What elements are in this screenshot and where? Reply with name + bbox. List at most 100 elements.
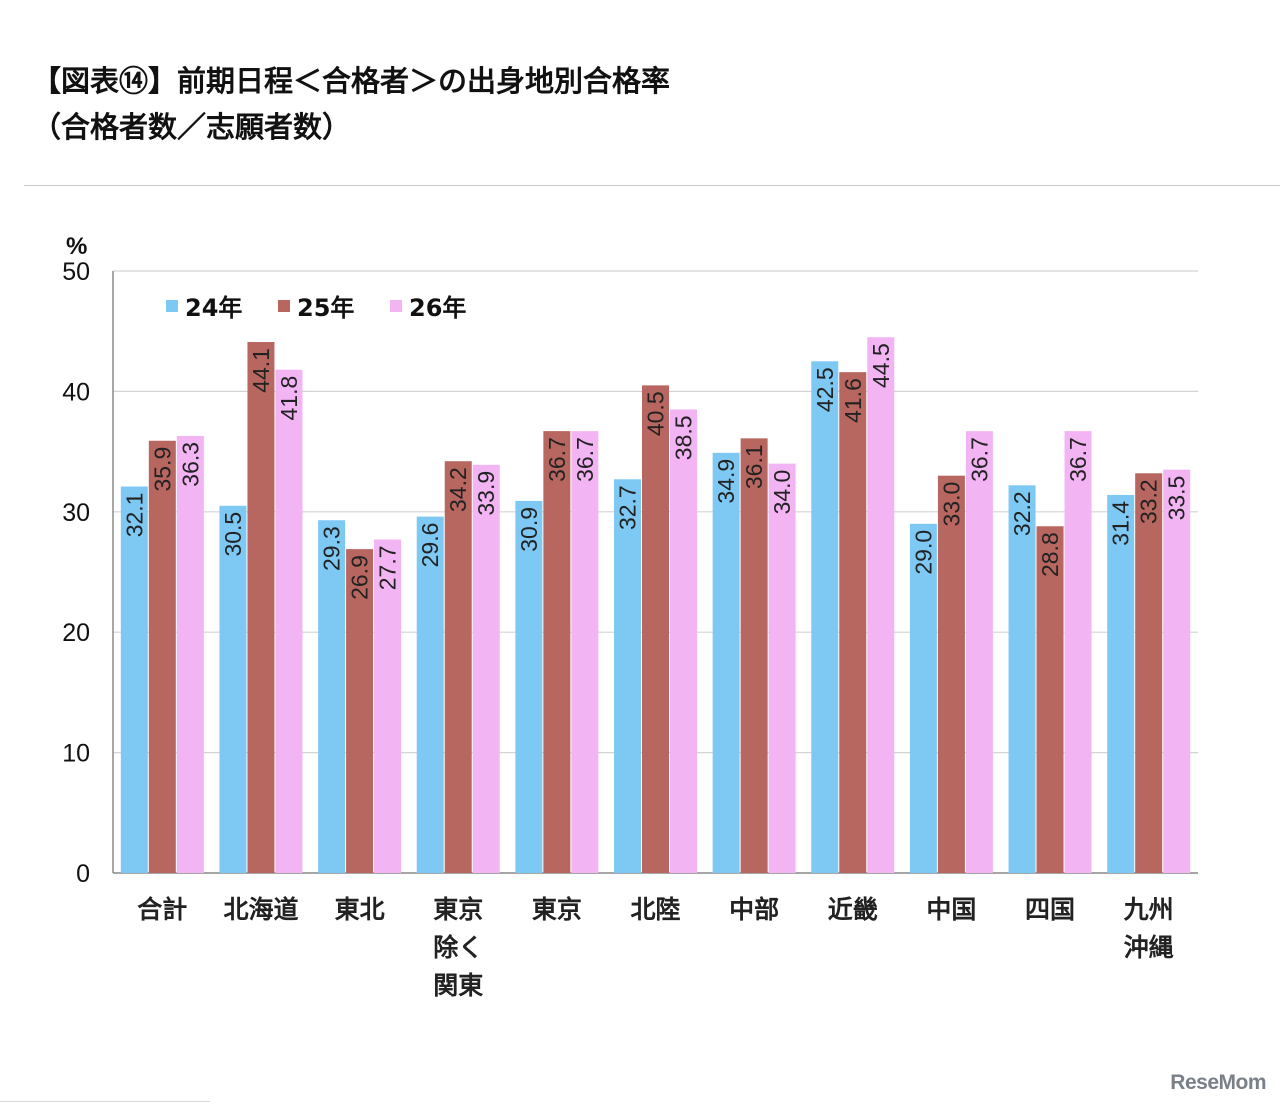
data-label: 36.7 — [572, 437, 598, 482]
bar-24年-3 — [416, 516, 444, 873]
x-tick-label: 北海道 — [223, 895, 298, 924]
bar-26年-9 — [1064, 431, 1092, 873]
data-label: 32.1 — [121, 493, 147, 538]
footer-rule — [0, 1101, 210, 1102]
data-label: 27.7 — [375, 545, 401, 590]
data-label: 33.9 — [473, 471, 499, 516]
bar-24年-7 — [811, 361, 839, 873]
bar-24年-1 — [219, 505, 247, 873]
bar-24年-0 — [120, 486, 148, 873]
bar-26年-0 — [176, 435, 204, 873]
bar-26年-2 — [374, 539, 402, 873]
data-label: 29.3 — [319, 526, 345, 571]
x-tick-label: 関東 — [433, 971, 483, 1000]
bar-26年-5 — [670, 409, 697, 873]
data-label: 41.8 — [276, 376, 302, 421]
bar-26年-10 — [1163, 469, 1191, 873]
data-label: 26.9 — [347, 555, 373, 600]
data-label: 34.2 — [445, 467, 471, 512]
bar-26年-1 — [275, 369, 303, 873]
bar-25年-4 — [543, 431, 571, 873]
legend-swatch-25年 — [278, 300, 290, 312]
legend-label: 25年 — [297, 294, 354, 322]
data-label: 34.0 — [769, 470, 795, 515]
data-label: 32.7 — [615, 485, 641, 530]
title-divider — [24, 185, 1280, 186]
data-label: 32.2 — [1009, 491, 1035, 536]
bar-24年-10 — [1107, 494, 1135, 873]
x-tick-label: 近畿 — [828, 895, 878, 924]
x-tick-label: 東京 — [532, 895, 582, 924]
bar-25年-5 — [642, 385, 669, 873]
data-label: 36.7 — [544, 437, 570, 482]
data-label: 44.5 — [868, 343, 894, 388]
bar-26年-8 — [965, 431, 993, 873]
resemom-logo: ReseMom — [1170, 1071, 1266, 1094]
bar-25年-6 — [740, 438, 768, 873]
bar-24年-9 — [1008, 485, 1036, 873]
data-label: 35.9 — [149, 447, 175, 492]
bar-25年-9 — [1036, 526, 1064, 873]
chart-title-line-1: 【図表⑭】前期日程＜合格者＞の出身地別合格率 — [32, 64, 671, 98]
x-tick-label: 四国 — [1025, 895, 1075, 924]
x-tick-label: 合計 — [137, 895, 187, 924]
bar-26年-3 — [472, 464, 500, 873]
y-tick-label: 30 — [62, 499, 90, 527]
bar-25年-1 — [247, 342, 275, 873]
bar-25年-3 — [444, 461, 472, 873]
data-label: 36.7 — [966, 437, 992, 482]
x-tick-label: 中部 — [729, 895, 779, 924]
data-label: 31.4 — [1108, 501, 1134, 546]
data-label: 36.7 — [1065, 437, 1091, 482]
data-label: 34.9 — [713, 459, 739, 504]
chart-title-line-2: （合格者数／志願者数） — [32, 110, 352, 144]
data-label: 28.8 — [1037, 532, 1063, 577]
bar-25年-7 — [839, 372, 867, 873]
data-label: 33.0 — [938, 482, 964, 527]
bar-24年-6 — [712, 452, 740, 873]
y-tick-label: 20 — [62, 619, 90, 647]
data-label: 33.5 — [1164, 476, 1190, 521]
legend-label: 24年 — [185, 294, 242, 322]
x-tick-label: 沖縄 — [1124, 933, 1174, 962]
data-label: 29.0 — [910, 530, 936, 575]
x-tick-label: 東北 — [335, 895, 385, 924]
bar-24年-4 — [515, 500, 543, 873]
bar-26年-7 — [867, 337, 895, 874]
bar-25年-8 — [937, 475, 965, 873]
data-label: 40.5 — [643, 391, 669, 436]
bar-24年-2 — [318, 520, 346, 873]
y-tick-label: 10 — [62, 740, 90, 768]
data-label: 38.5 — [671, 415, 697, 460]
y-tick-label: 40 — [62, 378, 90, 406]
y-tick-label: 0 — [76, 860, 90, 888]
chart-title: 【図表⑭】前期日程＜合格者＞の出身地別合格率 （合格者数／志願者数） — [32, 58, 670, 150]
data-label: 29.6 — [417, 523, 443, 568]
data-label: 36.3 — [177, 442, 203, 487]
bar-25年-0 — [148, 440, 176, 873]
data-label: 42.5 — [812, 367, 838, 412]
bar-26年-6 — [768, 463, 796, 873]
data-label: 36.1 — [741, 444, 767, 489]
bar-25年-2 — [346, 549, 374, 873]
data-label: 44.1 — [248, 348, 274, 393]
x-tick-label: 東京 — [433, 895, 483, 924]
bar-24年-5 — [614, 479, 641, 873]
x-tick-label: 北陸 — [630, 895, 680, 924]
legend-swatch-24年 — [166, 300, 178, 312]
legend-label: 26年 — [409, 294, 466, 322]
bar-24年-8 — [909, 523, 937, 873]
y-axis-unit: % — [66, 233, 87, 260]
bar-26年-4 — [571, 431, 599, 873]
data-label: 30.5 — [220, 512, 246, 557]
x-tick-label: 九州 — [1123, 895, 1174, 924]
y-tick-label: 50 — [62, 258, 90, 286]
x-tick-label: 中国 — [926, 895, 976, 924]
legend-swatch-26年 — [390, 300, 402, 312]
data-label: 33.2 — [1136, 479, 1162, 524]
bar-25年-10 — [1135, 473, 1163, 873]
data-label: 41.6 — [840, 378, 866, 423]
data-label: 30.9 — [516, 507, 542, 552]
x-tick-label: 除く — [433, 933, 483, 962]
